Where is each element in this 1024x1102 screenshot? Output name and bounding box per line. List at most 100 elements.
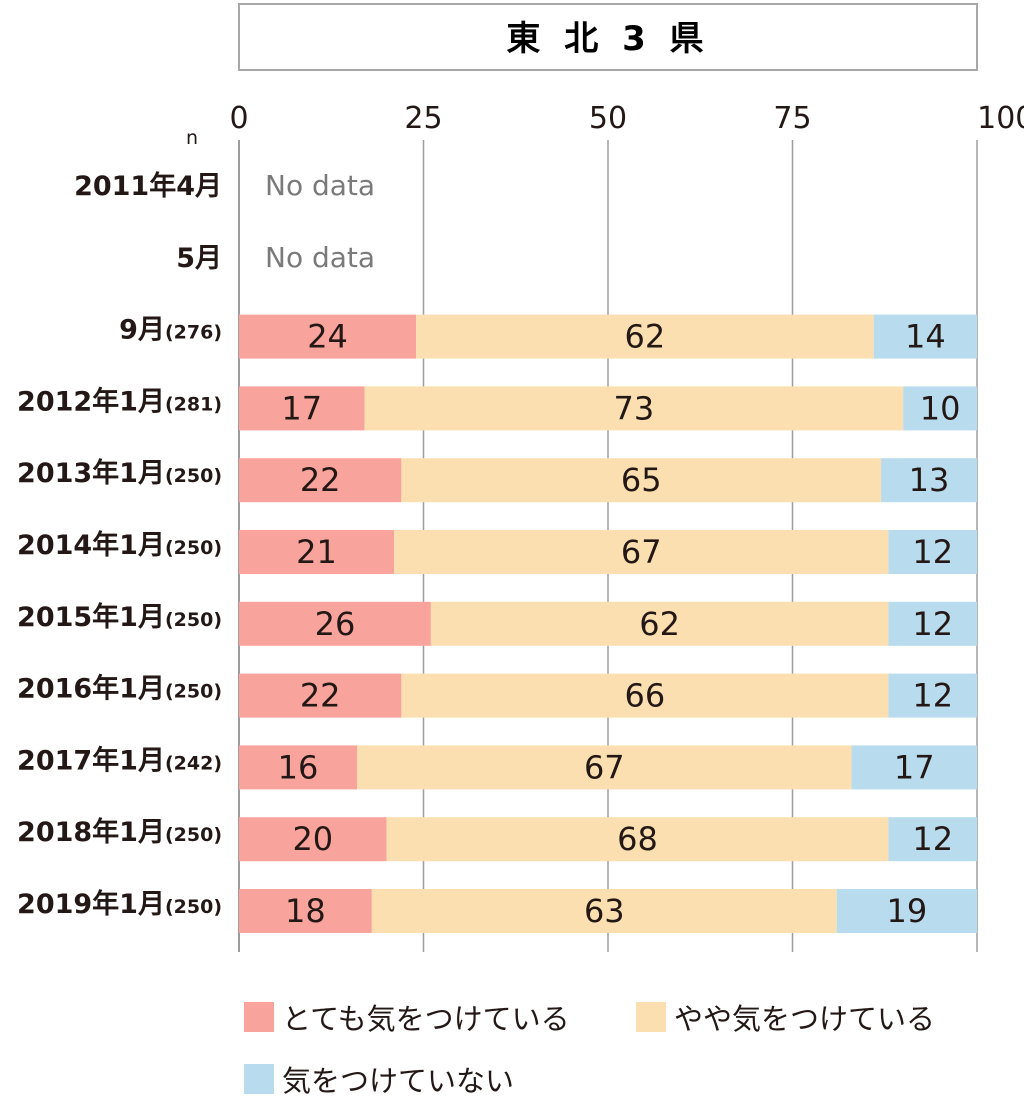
bar-value-label: 16 xyxy=(278,748,319,786)
x-tick-label: 75 xyxy=(773,101,811,136)
category-name: 9月 xyxy=(119,315,165,346)
category-name: 5月 xyxy=(176,243,222,274)
category-n: (250) xyxy=(165,824,222,846)
category-label: 2012年1月(281) xyxy=(17,385,222,417)
bar-segment xyxy=(239,386,365,431)
bar-value-label: 12 xyxy=(912,533,953,571)
bar-value-label: 67 xyxy=(584,748,625,786)
category-label: 2011年4月 xyxy=(74,170,222,202)
x-tick-label: 25 xyxy=(404,101,442,136)
bar-segment xyxy=(393,530,889,574)
bar-value-label: 20 xyxy=(292,820,333,858)
category-name: 2011年4月 xyxy=(74,170,222,202)
legend-label: やや気をつけている xyxy=(674,1002,935,1036)
bar-segment xyxy=(239,458,402,503)
bar-segment xyxy=(836,889,977,933)
category-n: (250) xyxy=(165,609,222,631)
legend-swatch xyxy=(244,1064,274,1094)
bar-value-label: 14 xyxy=(905,318,946,356)
category-name: 2012年1月 xyxy=(17,385,165,417)
x-tick-label: 0 xyxy=(229,101,248,136)
bar-value-label: 62 xyxy=(639,605,680,643)
bar-segment xyxy=(888,673,977,718)
legend-swatch xyxy=(244,1002,274,1032)
category-name: 2013年1月 xyxy=(17,457,165,489)
bar-segment xyxy=(851,745,977,790)
x-axis-ticks: 0 25 50 75 100% xyxy=(229,101,1024,136)
bar-segment xyxy=(888,601,977,646)
legend-label: 気をつけていない xyxy=(282,1064,514,1098)
bar-segment xyxy=(873,314,977,359)
n-label: n xyxy=(186,127,198,149)
bar-segment xyxy=(357,745,852,790)
bar-segment xyxy=(401,673,889,718)
bar-segment xyxy=(239,530,394,574)
category-name: 2015年1月 xyxy=(17,601,165,633)
bar-value-label: 73 xyxy=(613,389,654,427)
bar-segment xyxy=(888,530,977,574)
legend-label: とても気をつけている xyxy=(282,1002,570,1036)
bar-value-label: 19 xyxy=(887,892,928,930)
bar-value-label: 13 xyxy=(909,461,950,499)
category-label: 2014年1月(250) xyxy=(17,529,222,561)
chart-title-box: 東 北 3 県 xyxy=(238,3,978,71)
category-n: (250) xyxy=(165,465,222,487)
category-n: (242) xyxy=(165,752,222,774)
bar-value-label: 18 xyxy=(285,892,326,930)
bar-segment xyxy=(386,817,889,862)
category-name: 2014年1月 xyxy=(17,529,165,561)
category-label: 2018年1月(250) xyxy=(17,816,222,848)
bar-value-label: 12 xyxy=(912,820,953,858)
x-tick-label: 100% xyxy=(977,101,1024,136)
bar-segment xyxy=(239,601,431,646)
bar-value-label: 67 xyxy=(621,533,662,571)
bar-segment xyxy=(239,745,358,790)
bar-value-label: 68 xyxy=(617,820,658,858)
bar-segment xyxy=(401,458,882,503)
title-frame xyxy=(238,3,978,71)
chart-title: 東 北 3 県 xyxy=(506,19,709,59)
bar-segment xyxy=(903,386,977,431)
bar-value-label: 66 xyxy=(625,677,666,715)
bar-value-label: 10 xyxy=(920,389,961,427)
category-name: 2019年1月 xyxy=(17,888,165,920)
bar-segment xyxy=(371,889,837,933)
category-n: (276) xyxy=(165,322,222,344)
category-label: 9月(276) xyxy=(119,315,222,346)
category-n: (250) xyxy=(165,896,222,918)
category-name: 2016年1月 xyxy=(17,673,165,705)
bar-value-label: 17 xyxy=(894,748,935,786)
bar-value-label: 17 xyxy=(281,389,322,427)
bar-segment xyxy=(239,673,402,718)
bar-segment xyxy=(430,601,889,646)
bar-segment xyxy=(364,386,904,431)
bar-segment xyxy=(239,889,372,933)
bar-value-label: 22 xyxy=(300,677,341,715)
bar-segment xyxy=(239,817,387,862)
category-label: 2015年1月(250) xyxy=(17,601,222,633)
no-data-label: No data xyxy=(265,169,375,202)
x-tick-label: 50 xyxy=(589,101,627,136)
bar-value-label: 26 xyxy=(315,605,356,643)
bar-value-label: 21 xyxy=(296,533,337,571)
category-label: 2017年1月(242) xyxy=(17,744,222,776)
bar-value-label: 63 xyxy=(584,892,625,930)
bar-value-label: 22 xyxy=(300,461,341,499)
bars: No data No data 24 62 14 17 73 10 22 65 13 21 67 12 26… xyxy=(239,169,977,933)
y-axis-categories: 2011年4月5月9月(276)2012年1月(281)2013年1月(250)… xyxy=(17,170,222,920)
bar-segment xyxy=(416,314,874,359)
category-n: (281) xyxy=(165,393,222,415)
bar-segment xyxy=(239,314,417,359)
category-label: 2016年1月(250) xyxy=(17,673,222,705)
bar-segment xyxy=(881,458,977,503)
no-data-label: No data xyxy=(265,241,375,274)
category-label: 2013年1月(250) xyxy=(17,457,222,489)
legend-swatch xyxy=(636,1002,666,1032)
bar-segment xyxy=(888,817,977,862)
bar-value-label: 12 xyxy=(912,605,953,643)
category-name: 2017年1月 xyxy=(17,744,165,776)
category-name: 2018年1月 xyxy=(17,816,165,848)
category-label: 2019年1月(250) xyxy=(17,888,222,920)
